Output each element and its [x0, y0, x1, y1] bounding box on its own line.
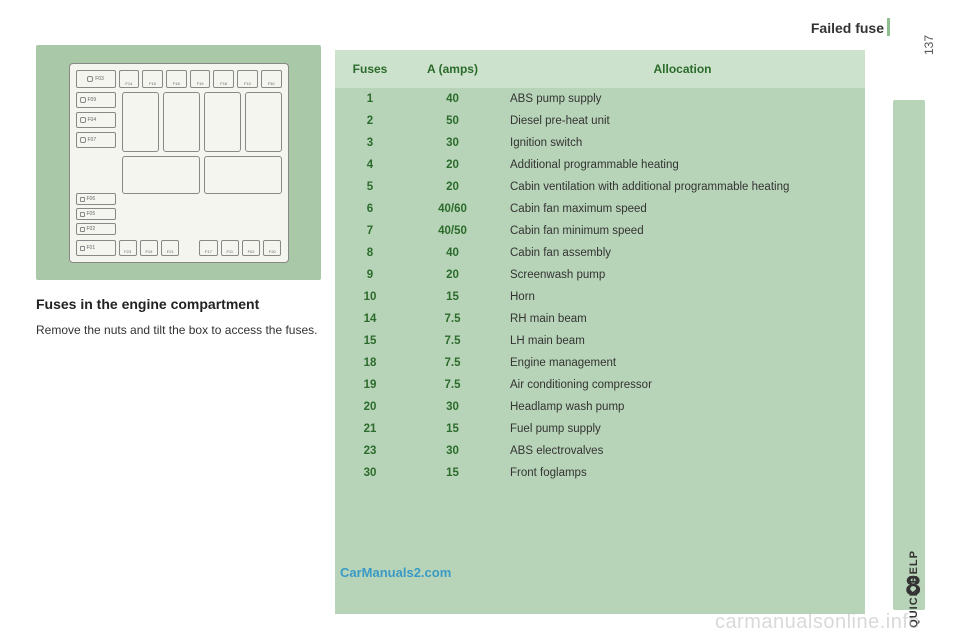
table-row: 740/50Cabin fan minimum speed: [335, 220, 865, 242]
page-number: 137: [922, 35, 936, 55]
table-row: 520Cabin ventilation with additional pro…: [335, 176, 865, 198]
page-content: F03 F14 F15 F18 F19 F16 F10 F30 F09 F04 …: [0, 0, 960, 640]
table-row: 2115Fuel pump supply: [335, 418, 865, 440]
body-text: Remove the nuts and tilt the box to acce…: [36, 322, 323, 339]
col-allocation: Allocation: [500, 50, 865, 88]
table-row: 2030Headlamp wash pump: [335, 396, 865, 418]
table-row: 1015Horn: [335, 286, 865, 308]
chapter-sidebar: [893, 100, 925, 610]
table-row: 840Cabin fan assembly: [335, 242, 865, 264]
right-column: Fuses A (amps) Allocation 140ABS pump su…: [335, 0, 960, 640]
section-header: Failed fuse: [811, 20, 884, 36]
table-row: 330Ignition switch: [335, 132, 865, 154]
table-row: 920Screenwash pump: [335, 264, 865, 286]
fuse-table: Fuses A (amps) Allocation 140ABS pump su…: [335, 50, 865, 614]
table-row: 187.5Engine management: [335, 352, 865, 374]
watermark-carmanuals2: CarManuals2.com: [340, 565, 451, 580]
header-accent-bar: [887, 18, 890, 36]
sidebar-chapter-number: 8: [905, 570, 921, 602]
table-row: 140ABS pump supply: [335, 88, 865, 110]
col-amps: A (amps): [405, 50, 500, 88]
table-row: 420Additional programmable heating: [335, 154, 865, 176]
table-row: 250Diesel pre-heat unit: [335, 110, 865, 132]
watermark-carmanualsonline: carmanualsonline.info: [715, 611, 920, 634]
table-row: 640/60Cabin fan maximum speed: [335, 198, 865, 220]
section-heading: Fuses in the engine compartment: [36, 296, 323, 312]
table-row: 197.5Air conditioning compressor: [335, 374, 865, 396]
table-filler: [335, 484, 865, 614]
table-row: 3015Front foglamps: [335, 462, 865, 484]
table-row: 147.5RH main beam: [335, 308, 865, 330]
table-row: 157.5LH main beam: [335, 330, 865, 352]
table-header-row: Fuses A (amps) Allocation: [335, 50, 865, 88]
table-row: 2330ABS electrovalves: [335, 440, 865, 462]
fusebox-outline: F03 F14 F15 F18 F19 F16 F10 F30 F09 F04 …: [69, 63, 289, 263]
col-fuses: Fuses: [335, 50, 405, 88]
fusebox-diagram: F03 F14 F15 F18 F19 F16 F10 F30 F09 F04 …: [36, 45, 321, 280]
left-column: F03 F14 F15 F18 F19 F16 F10 F30 F09 F04 …: [0, 0, 335, 640]
